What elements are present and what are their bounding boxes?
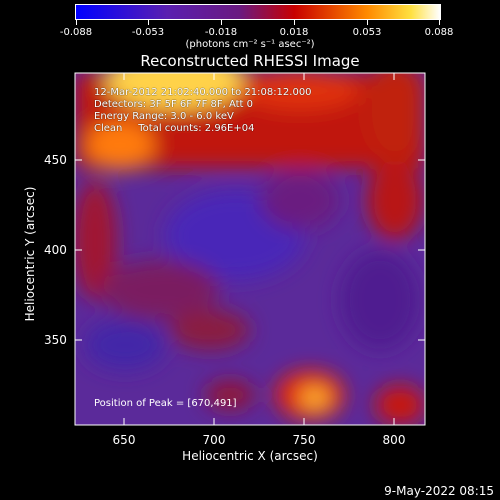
- peak-position-label: Position of Peak = [670,491]: [94, 398, 237, 409]
- colorbar-tick-label: 0.053: [352, 27, 382, 38]
- colorbar-tickmark: [367, 20, 368, 25]
- colorbar-tickmark: [148, 20, 149, 25]
- axis-ticks: [75, 73, 425, 425]
- y-tick-label: 350: [44, 333, 67, 347]
- colorbar-tickmark: [294, 20, 295, 25]
- chart-title: Reconstructed RHESSI Image: [140, 52, 360, 70]
- colorbar-fill: [76, 5, 440, 19]
- colorbar-tickmark: [76, 20, 77, 25]
- colorbar-tickmark: [439, 20, 440, 25]
- x-tick-label: 650: [112, 433, 136, 447]
- y-axis-label: Heliocentric Y (arcsec): [23, 186, 37, 322]
- colorbar-tickmark: [221, 20, 222, 25]
- colorbar-tick-label: -0.088: [59, 27, 93, 38]
- info-clean-counts: Clean Total counts: 2.96E+04: [94, 123, 255, 134]
- colorbar-tick-label: -0.053: [131, 27, 165, 38]
- colorbar-tick-label: 0.018: [279, 27, 309, 38]
- info-time-range: 12-Mar-2012 21:02:40.000 to 21:08:12.000: [94, 87, 312, 98]
- colorbar-units-label: (photons cm⁻² s⁻¹ asec⁻²): [185, 39, 315, 50]
- y-tick-label: 400: [44, 243, 67, 257]
- x-tick-label: 700: [202, 433, 226, 447]
- info-detectors: Detectors: 3F 5F 6F 7F 8F, Att 0: [94, 99, 254, 110]
- info-energy-range: Energy Range: 3.0 - 6.0 keV: [94, 111, 234, 122]
- y-tick-label: 450: [44, 153, 67, 167]
- x-tick-label: 800: [382, 433, 406, 447]
- plot-frame: [74, 72, 426, 426]
- colorbar: [75, 4, 441, 20]
- colorbar-tick-label: 0.088: [424, 27, 454, 38]
- colorbar-tick-label: -0.018: [204, 27, 238, 38]
- x-tick-label: 750: [292, 433, 316, 447]
- x-axis-label: Heliocentric X (arcsec): [182, 449, 318, 463]
- heatmap-image: [75, 73, 425, 425]
- plot-date-stamp: 9-May-2022 08:15: [384, 484, 494, 498]
